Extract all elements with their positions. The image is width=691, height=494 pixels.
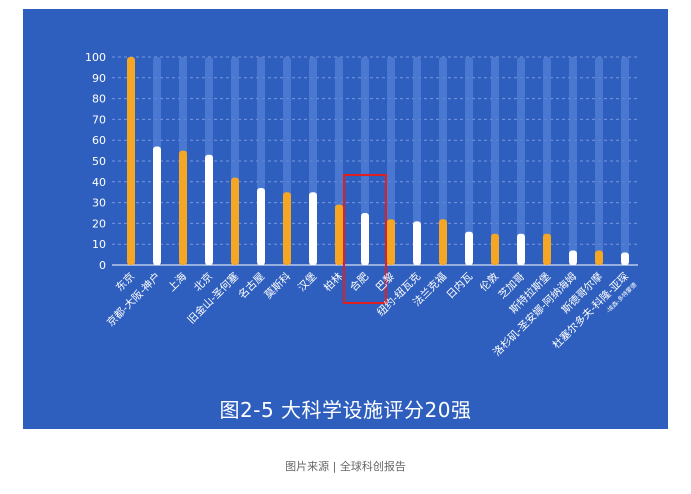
- bar: [335, 204, 343, 265]
- x-tick-label: 东京: [113, 270, 137, 294]
- y-tick-label: 10: [92, 238, 106, 251]
- source-caption: 图片来源 | 全球科创报告: [285, 460, 406, 473]
- bar-track: [439, 57, 447, 265]
- bar-track: [491, 57, 499, 265]
- bar: [491, 233, 499, 265]
- bar: [127, 57, 135, 265]
- bar: [231, 177, 239, 265]
- y-tick-label: 90: [92, 72, 106, 85]
- bar: [465, 231, 473, 265]
- y-tick-label: 40: [92, 176, 106, 189]
- y-tick-label: 70: [92, 113, 106, 126]
- bar: [439, 219, 447, 265]
- x-tick-label: 合肥: [347, 270, 371, 294]
- bar-track: [413, 57, 421, 265]
- x-tick-label: 上海: [165, 270, 189, 294]
- bar-track: [595, 57, 603, 265]
- x-tick-label: 北京: [191, 270, 215, 294]
- bar: [543, 233, 551, 265]
- y-tick-label: 50: [92, 155, 106, 168]
- bar: [283, 192, 291, 265]
- bar-track: [361, 57, 369, 265]
- x-tick-label: 柏林: [321, 270, 345, 294]
- bar: [621, 252, 629, 265]
- bar: [361, 213, 369, 265]
- bar: [153, 146, 161, 265]
- y-tick-label: 30: [92, 197, 106, 210]
- x-tick-label: 日内瓦: [444, 270, 476, 302]
- x-tick-label: 莫斯科: [262, 270, 294, 302]
- y-tick-label: 80: [92, 93, 106, 106]
- bar-track: [621, 57, 629, 265]
- bar: [595, 250, 603, 265]
- bar: [205, 154, 213, 265]
- bar: [413, 221, 421, 265]
- bar-track: [517, 57, 525, 265]
- bar: [387, 219, 395, 265]
- bar-track: [465, 57, 473, 265]
- bar: [309, 192, 317, 265]
- bar: [179, 150, 187, 265]
- highlight-box: [343, 174, 387, 304]
- bar: [569, 250, 577, 265]
- chart-panel: 0 10 20 30 40 50 60 70 80 90 100 东京 京都-大阪-神户 上海 北京 旧金山-…: [23, 9, 668, 429]
- x-tick-label: 名古屋: [236, 270, 267, 301]
- y-tick-label: 20: [92, 217, 106, 230]
- bar-track: [543, 57, 551, 265]
- x-tick-label: 汉堡: [295, 270, 319, 294]
- y-tick-label: 0: [99, 259, 106, 272]
- bar: [257, 188, 265, 265]
- y-tick-label: 100: [85, 51, 106, 64]
- bar: [517, 233, 525, 265]
- bar-track: [569, 57, 577, 265]
- bar-track: [387, 57, 395, 265]
- y-tick-label: 60: [92, 134, 106, 147]
- chart-title: 图2-5 大科学设施评分20强: [219, 398, 472, 422]
